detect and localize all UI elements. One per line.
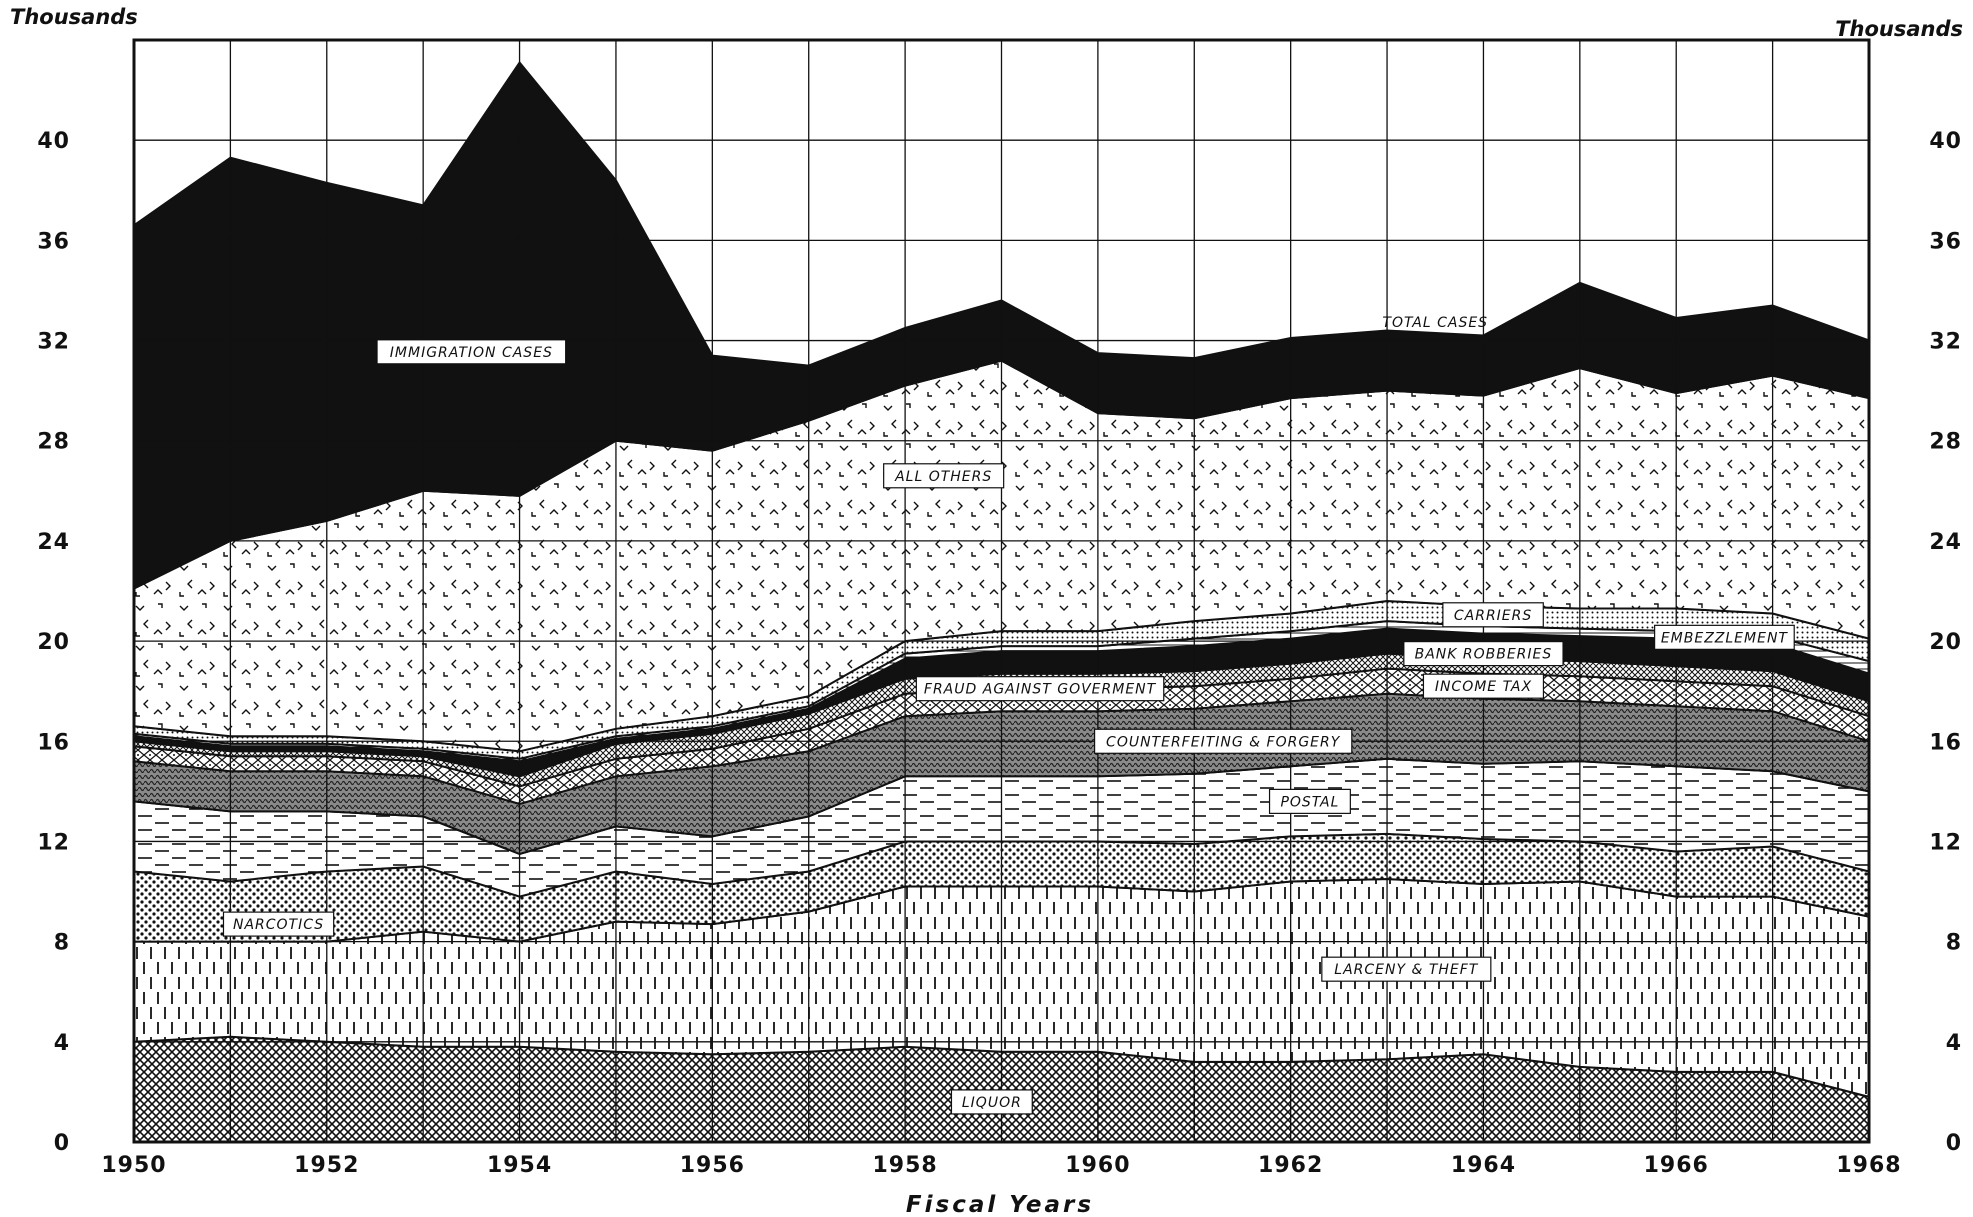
label-text: LIQUOR [962, 1095, 1022, 1111]
x-axis: 1950 1952 1954 1956 1958 1960 1962 1964 1966 1968 [101, 1153, 1901, 1178]
y-tick-label-left: 0 [54, 1131, 70, 1156]
y-tick-label-left: 40 [37, 129, 70, 154]
y-tick-label-left: 12 [37, 830, 70, 855]
label-postal: POSTAL [1270, 789, 1351, 813]
label-text: NARCOTICS [233, 917, 324, 933]
x-tick-label: 1962 [1258, 1153, 1323, 1178]
label-liquor: LIQUOR [951, 1090, 1032, 1114]
label-all-others: ALL OTHERS [884, 464, 1004, 488]
y-tick-label-left: 36 [37, 229, 70, 254]
label-text: ALL OTHERS [894, 469, 992, 485]
label-text: FRAUD AGAINST GOVERMENT [924, 682, 1157, 698]
x-tick-label: 1960 [1065, 1153, 1130, 1178]
label-text: BANK ROBBERIES [1415, 647, 1553, 663]
y-tick-label-right: 28 [1929, 430, 1962, 455]
label-text: POSTAL [1280, 794, 1339, 810]
x-tick-label: 1964 [1451, 1153, 1516, 1178]
label-carriers: CARRIERS [1443, 603, 1543, 627]
y-tick-label-left: 4 [54, 1031, 70, 1056]
x-tick-label: 1968 [1836, 1153, 1901, 1178]
y-tick-label-left: 16 [37, 730, 70, 755]
y-tick-label-left: 32 [37, 330, 70, 355]
y-axis-unit-left: Thousands [10, 5, 138, 29]
label-bank-robberies: BANK ROBBERIES [1404, 642, 1563, 666]
y-tick-label-right: 36 [1929, 229, 1962, 254]
y-tick-label-right: 16 [1929, 730, 1962, 755]
x-tick-label: 1954 [487, 1153, 552, 1178]
x-axis-title: Fiscal Years [906, 1192, 1094, 1217]
label-larceny-and-theft: LARCENY & THEFT [1322, 957, 1491, 981]
label-text: INCOME TAX [1435, 679, 1532, 695]
y-tick-label-left: 8 [54, 931, 70, 956]
label-text: LARCENY & THEFT [1334, 962, 1479, 978]
x-tick-label: 1952 [294, 1153, 359, 1178]
x-tick-label: 1956 [680, 1153, 745, 1178]
label-text: EMBEZZLEMENT [1661, 630, 1789, 646]
label-embezzlement: EMBEZZLEMENT [1655, 625, 1795, 649]
y-axis-unit-right: Thousands [1835, 17, 1963, 41]
y-tick-label-right: 12 [1929, 830, 1962, 855]
y-tick-label-right: 40 [1929, 129, 1962, 154]
label-counterfeiting-and-forgery: COUNTERFEITING & FORGERY [1095, 729, 1352, 753]
label-income-tax: INCOME TAX [1423, 674, 1543, 698]
y-axis-right: 0 4 8 12 16 20 24 28 32 36 40 [1929, 129, 1962, 1156]
label-text: CARRIERS [1454, 608, 1532, 624]
y-tick-label-right: 24 [1929, 530, 1962, 555]
y-tick-label-left: 20 [37, 630, 70, 655]
label-text: IMMIGRATION CASES [390, 345, 553, 361]
x-tick-label: 1950 [101, 1153, 166, 1178]
x-tick-label: 1966 [1644, 1153, 1709, 1178]
label-total-cases: TOTAL CASES [1382, 315, 1488, 331]
label-immigration-cases: IMMIGRATION CASES [377, 340, 566, 364]
y-tick-label-right: 0 [1946, 1131, 1962, 1156]
y-tick-label-right: 32 [1929, 330, 1962, 355]
y-tick-label-right: 8 [1946, 931, 1962, 956]
label-narcotics: NARCOTICS [223, 912, 333, 936]
label-text: TOTAL CASES [1382, 315, 1488, 331]
label-text: COUNTERFEITING & FORGERY [1106, 734, 1341, 750]
y-tick-label-right: 4 [1946, 1031, 1962, 1056]
x-tick-label: 1958 [872, 1153, 937, 1178]
y-tick-label-left: 28 [37, 430, 70, 455]
y-tick-label-right: 20 [1929, 630, 1962, 655]
label-fraud-against-goverment: FRAUD AGAINST GOVERMENT [916, 677, 1163, 701]
y-axis-left: 0 4 8 12 16 20 24 28 32 36 40 [37, 129, 70, 1156]
y-tick-label-left: 24 [37, 530, 70, 555]
